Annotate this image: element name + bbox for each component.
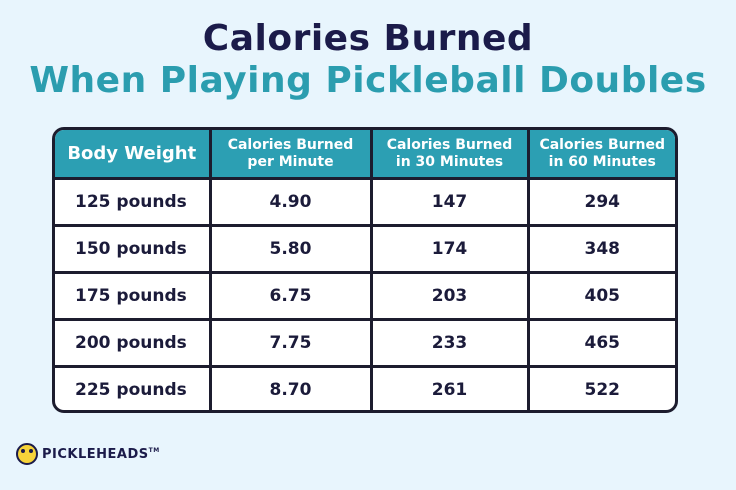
pickleheads-logo: PICKLEHEADSTM bbox=[16, 443, 160, 465]
logo-text: PICKLEHEADSTM bbox=[42, 446, 160, 462]
pickleball-face-icon bbox=[16, 443, 38, 465]
cell-body-weight: 200 pounds bbox=[55, 319, 212, 368]
header-30-minutes: Calories Burned in 30 Minutes bbox=[371, 130, 530, 180]
cell-per-minute: 6.75 bbox=[210, 272, 373, 321]
cell-30-minutes: 261 bbox=[371, 366, 530, 410]
cell-60-minutes: 294 bbox=[528, 178, 675, 227]
cell-per-minute: 7.75 bbox=[210, 319, 373, 368]
cell-60-minutes: 465 bbox=[528, 319, 675, 368]
title-line-1: Calories Burned bbox=[202, 18, 534, 59]
cell-60-minutes: 522 bbox=[584, 380, 621, 400]
header-body-weight: Body Weight bbox=[55, 130, 212, 180]
cell-30-minutes: 147 bbox=[371, 178, 530, 227]
cell-body-weight: 125 pounds bbox=[55, 178, 212, 227]
calories-table: Body Weight Calories Burned per Minute C… bbox=[52, 127, 678, 413]
cell-60-minutes: 348 bbox=[528, 225, 675, 274]
cell-30-minutes: 233 bbox=[371, 319, 530, 368]
cell-body-weight: 225 pounds bbox=[55, 366, 212, 410]
cell-30-minutes: 203 bbox=[371, 272, 530, 321]
table-row: 150 pounds 5.80 174 348 bbox=[55, 225, 675, 274]
calories-table-grid: Body Weight Calories Burned per Minute C… bbox=[55, 130, 675, 410]
cell-per-minute: 8.70 bbox=[210, 366, 373, 410]
table-row: 225 pounds 8.70 261 522 bbox=[55, 366, 675, 410]
table-row: 175 pounds 6.75 203 405 bbox=[55, 272, 675, 321]
header-60-minutes: Calories Burned in 60 Minutes bbox=[528, 130, 675, 180]
header-per-minute: Calories Burned per Minute bbox=[210, 130, 373, 180]
cell-30-minutes: 174 bbox=[371, 225, 530, 274]
cell-body-weight: 150 pounds bbox=[55, 225, 212, 274]
table-row: 125 pounds 4.90 147 294 bbox=[55, 178, 675, 227]
cell-per-minute: 4.90 bbox=[210, 178, 373, 227]
cell-60-minutes: 405 bbox=[528, 272, 675, 321]
table-row: 200 pounds 7.75 233 465 bbox=[55, 319, 675, 368]
cell-body-weight: 175 pounds bbox=[55, 272, 212, 321]
cell-per-minute: 5.80 bbox=[210, 225, 373, 274]
title-line-2: When Playing Pickleball Doubles bbox=[29, 60, 707, 101]
table-header-row: Body Weight Calories Burned per Minute C… bbox=[55, 130, 675, 180]
